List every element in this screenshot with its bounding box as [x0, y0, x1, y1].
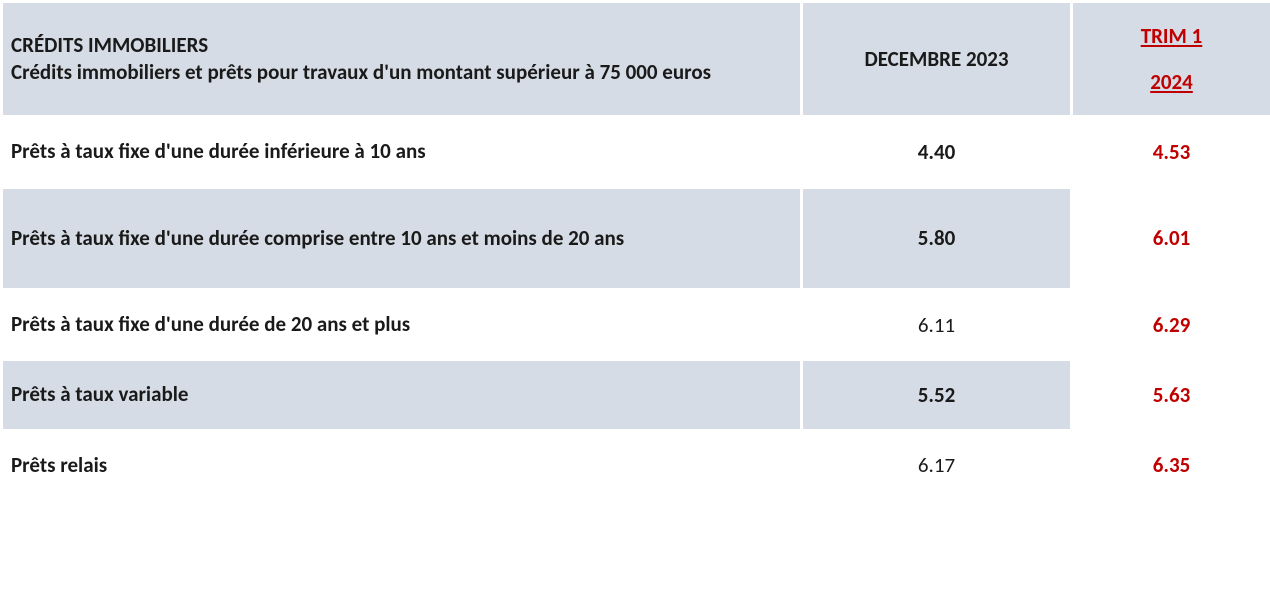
header-col3-line1: TRIM 1	[1141, 23, 1203, 49]
table-header-row: CRÉDITS IMMOBILIERS Crédits immobiliers …	[2, 2, 1270, 117]
row-label: Prêts à taux fixe d'une durée inférieure…	[2, 117, 802, 187]
row-dec2023: 6.11	[802, 289, 1072, 359]
header-col-trim1-2024: TRIM 1 2024	[1072, 2, 1270, 117]
row-trim1-2024: 4.53	[1072, 117, 1270, 187]
row-dec2023: 5.80	[802, 187, 1072, 289]
header-title: CRÉDITS IMMOBILIERS	[11, 32, 792, 59]
table-row: Prêts à taux variable5.525.63	[2, 360, 1270, 430]
row-dec2023: 5.52	[802, 360, 1072, 430]
header-subtitle: Crédits immobiliers et prêts pour travau…	[11, 59, 792, 86]
header-col-dec2023: DECEMBRE 2023	[802, 2, 1072, 117]
row-trim1-2024: 6.35	[1072, 430, 1270, 500]
table-row: Prêts à taux fixe d'une durée de 20 ans …	[2, 289, 1270, 359]
table-row: Prêts relais6.176.35	[2, 430, 1270, 500]
row-trim1-2024: 5.63	[1072, 360, 1270, 430]
table-row: Prêts à taux fixe d'une durée comprise e…	[2, 187, 1270, 289]
row-label: Prêts à taux fixe d'une durée de 20 ans …	[2, 289, 802, 359]
table-row: Prêts à taux fixe d'une durée inférieure…	[2, 117, 1270, 187]
header-col3-line2: 2024	[1150, 69, 1193, 95]
row-trim1-2024: 6.29	[1072, 289, 1270, 359]
credits-table: CRÉDITS IMMOBILIERS Crédits immobiliers …	[0, 0, 1270, 502]
row-dec2023: 4.40	[802, 117, 1072, 187]
row-label: Prêts à taux variable	[2, 360, 802, 430]
row-dec2023: 6.17	[802, 430, 1072, 500]
header-main-cell: CRÉDITS IMMOBILIERS Crédits immobiliers …	[2, 2, 802, 117]
row-trim1-2024: 6.01	[1072, 187, 1270, 289]
row-label: Prêts à taux fixe d'une durée comprise e…	[2, 187, 802, 289]
row-label: Prêts relais	[2, 430, 802, 500]
